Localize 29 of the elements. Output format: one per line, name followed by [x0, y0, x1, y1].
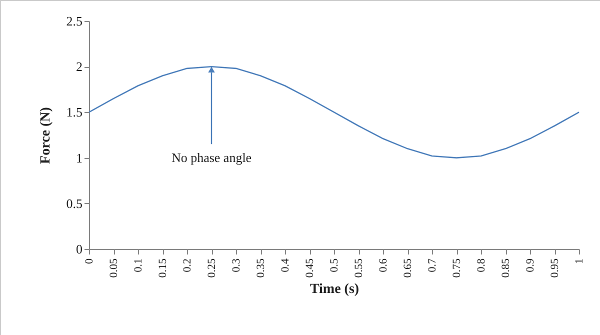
x-tick-label: 0.1 [132, 258, 144, 272]
y-tick-label: 2.5 [66, 14, 82, 28]
x-tick-label: 0.4 [280, 258, 292, 272]
x-tick-label: 1 [574, 258, 586, 264]
x-tick-label: 0.35 [255, 258, 267, 278]
x-tick-label: 0.9 [524, 258, 536, 272]
x-tick-label: 0.55 [353, 258, 365, 278]
x-tick-label: 0.25 [206, 258, 218, 278]
x-tick-label: 0.05 [108, 258, 120, 278]
y-tick-label: 2 [76, 59, 82, 74]
x-tick-label: 0.65 [402, 258, 414, 278]
y-tick-label: 1.5 [66, 104, 82, 120]
y-tick-label: 0.5 [66, 196, 82, 211]
x-tick-label: 0.85 [500, 258, 512, 278]
x-tick-label: 0.6 [378, 258, 390, 272]
annotation: No phase angle [171, 150, 252, 166]
x-tick-label: 0 [84, 258, 96, 264]
x-tick-label: 0.75 [451, 258, 463, 278]
x-tick-label: 0.8 [476, 258, 488, 272]
x-tick-label: 0.7 [426, 258, 438, 272]
x-tick-label: 0.45 [304, 258, 316, 278]
x-tick-label: 0.2 [182, 258, 194, 272]
x-tick-label: 0.3 [230, 258, 242, 272]
x-tick-label: 0.95 [549, 258, 561, 278]
y-tick-label: 1 [76, 150, 82, 166]
x-tick-label: 0.15 [157, 258, 169, 278]
y-axis-title: Force (N) [38, 106, 54, 164]
x-axis-title: Time (s) [310, 282, 360, 297]
x-tick-label: 0.5 [328, 258, 340, 272]
